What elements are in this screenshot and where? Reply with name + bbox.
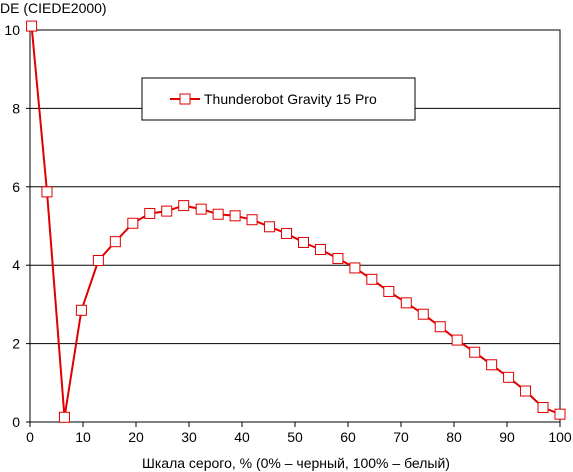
- y-tick-label: 10: [4, 22, 20, 38]
- data-point: [314, 244, 326, 256]
- x-axis: 0 10 20 30 40 50 60 70 80 90 100: [26, 422, 572, 445]
- data-point: [195, 203, 207, 215]
- y-tick-label: 6: [12, 179, 20, 195]
- x-tick-label: 40: [234, 429, 250, 445]
- x-tick-label: 20: [128, 429, 144, 445]
- y-axis: 0 2 4 6 8 10: [4, 22, 30, 430]
- legend-marker: [179, 93, 191, 105]
- data-point: [486, 359, 498, 371]
- y-axis-title: DE (CIEDE2000): [0, 0, 107, 16]
- series-layer: [26, 20, 566, 423]
- y-tick-label: 2: [12, 336, 20, 352]
- x-axis-title: Шкала серого, % (0% – черный, 100% – бел…: [142, 455, 450, 471]
- data-point: [92, 254, 104, 266]
- grid-lines: [30, 29, 560, 345]
- x-tick-label: 70: [393, 429, 409, 445]
- data-point: [469, 346, 481, 358]
- x-tick-label: 90: [499, 429, 515, 445]
- data-point: [229, 210, 241, 222]
- x-tick-label: 100: [548, 429, 572, 445]
- x-tick-label: 10: [75, 429, 91, 445]
- x-tick-label: 80: [446, 429, 462, 445]
- legend-label: Thunderobot Gravity 15 Pro: [204, 91, 377, 107]
- data-point: [41, 186, 53, 198]
- x-tick-label: 50: [287, 429, 303, 445]
- data-point: [281, 227, 293, 239]
- data-point: [58, 411, 70, 423]
- data-point: [554, 408, 566, 420]
- data-point: [264, 221, 276, 233]
- data-point: [417, 308, 429, 320]
- data-point: [400, 297, 412, 309]
- data-point: [349, 262, 361, 274]
- y-tick-label: 8: [12, 100, 20, 116]
- data-point: [212, 208, 224, 220]
- data-point: [520, 385, 532, 397]
- data-point: [75, 304, 87, 316]
- data-point: [161, 205, 173, 217]
- x-tick-label: 60: [340, 429, 356, 445]
- data-point: [178, 200, 190, 212]
- data-point: [127, 217, 139, 229]
- data-point: [383, 285, 395, 297]
- data-point: [109, 236, 121, 248]
- data-point: [451, 334, 463, 346]
- data-point: [144, 207, 156, 219]
- y-tick-label: 4: [12, 257, 20, 273]
- x-tick-label: 0: [26, 429, 34, 445]
- data-point: [332, 253, 344, 265]
- data-point: [366, 273, 378, 285]
- x-tick-label: 30: [181, 429, 197, 445]
- y-tick-label: 0: [12, 414, 20, 430]
- data-point: [537, 401, 549, 413]
- data-point: [297, 236, 309, 248]
- data-point: [246, 214, 258, 226]
- data-point: [503, 371, 515, 383]
- legend: Thunderobot Gravity 15 Pro: [141, 77, 416, 121]
- data-point: [26, 20, 38, 32]
- data-point: [434, 321, 446, 333]
